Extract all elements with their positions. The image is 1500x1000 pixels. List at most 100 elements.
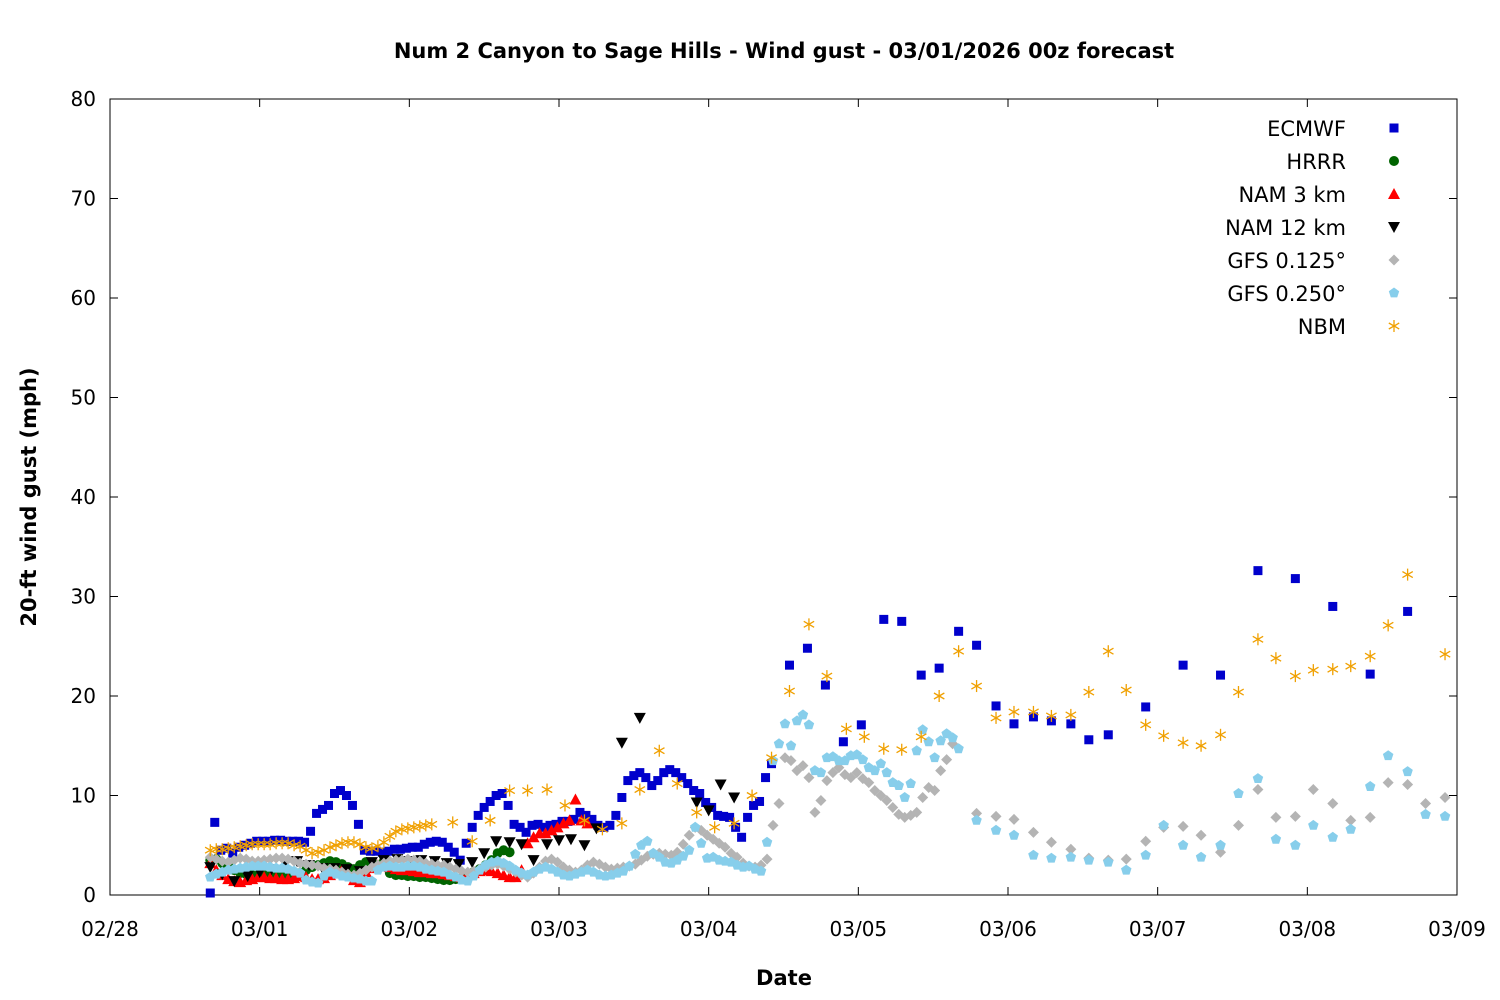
data-point bbox=[677, 773, 687, 783]
data-point bbox=[318, 804, 328, 814]
data-point bbox=[683, 779, 693, 789]
data-point bbox=[431, 836, 441, 846]
data-point bbox=[1140, 835, 1152, 847]
data-point bbox=[820, 680, 830, 690]
y-tick-label: 30 bbox=[71, 585, 96, 609]
data-point bbox=[1233, 788, 1244, 798]
data-point bbox=[1195, 739, 1207, 752]
data-point bbox=[737, 832, 747, 842]
data-point bbox=[1402, 766, 1413, 777]
data-point bbox=[701, 797, 711, 807]
data-point bbox=[521, 837, 534, 849]
data-point bbox=[916, 670, 926, 680]
data-point bbox=[1252, 773, 1264, 783]
data-point bbox=[504, 847, 515, 858]
data-point bbox=[1270, 811, 1282, 823]
data-point bbox=[665, 765, 675, 775]
x-tick-label: 03/09 bbox=[1428, 917, 1486, 941]
data-point bbox=[623, 776, 633, 786]
data-point bbox=[990, 824, 1002, 835]
data-point bbox=[624, 860, 635, 871]
data-point bbox=[1308, 819, 1319, 830]
data-point bbox=[755, 796, 765, 806]
data-point bbox=[504, 784, 516, 797]
data-point bbox=[671, 777, 683, 790]
data-point bbox=[590, 823, 603, 835]
data-point bbox=[581, 810, 591, 820]
legend-marker bbox=[1388, 188, 1400, 199]
data-point bbox=[1252, 784, 1264, 796]
data-point bbox=[971, 680, 983, 693]
data-point bbox=[677, 838, 689, 850]
data-point bbox=[205, 888, 215, 898]
data-point bbox=[527, 831, 540, 843]
legend-marker bbox=[1388, 320, 1400, 332]
data-point bbox=[616, 817, 628, 830]
y-tick-label: 40 bbox=[71, 485, 96, 509]
data-point bbox=[840, 722, 852, 735]
y-tick-label: 50 bbox=[71, 386, 96, 410]
data-point bbox=[863, 777, 875, 789]
data-point bbox=[821, 775, 833, 787]
x-tick-label: 02/28 bbox=[81, 917, 139, 941]
data-point bbox=[522, 784, 534, 797]
data-point bbox=[413, 842, 423, 852]
data-point bbox=[479, 802, 489, 812]
data-point bbox=[641, 773, 651, 783]
x-tick-label: 03/03 bbox=[530, 917, 588, 941]
legend-label: ECMWF bbox=[1267, 117, 1346, 141]
data-point bbox=[228, 848, 238, 858]
legend-label: GFS 0.250° bbox=[1227, 282, 1346, 306]
data-point bbox=[714, 779, 727, 791]
data-point bbox=[1027, 705, 1039, 718]
data-point bbox=[473, 810, 483, 820]
data-point bbox=[1382, 619, 1394, 632]
x-axis-label: Date bbox=[756, 966, 812, 990]
data-point bbox=[755, 865, 767, 876]
data-point bbox=[1307, 784, 1319, 796]
data-point bbox=[443, 842, 453, 852]
data-point bbox=[1045, 836, 1057, 848]
data-point bbox=[541, 839, 554, 851]
data-point bbox=[461, 838, 471, 848]
data-point bbox=[887, 801, 899, 813]
data-point bbox=[1365, 781, 1376, 791]
data-point bbox=[1103, 856, 1114, 867]
data-point bbox=[1177, 839, 1189, 850]
data-point bbox=[1252, 633, 1264, 646]
legend-label: HRRR bbox=[1286, 150, 1346, 174]
legend-label: NBM bbox=[1298, 315, 1346, 339]
data-point bbox=[312, 846, 324, 859]
data-point bbox=[497, 789, 507, 799]
data-point bbox=[294, 836, 304, 846]
data-point bbox=[1066, 719, 1076, 729]
data-point bbox=[324, 841, 336, 854]
data-point bbox=[1121, 864, 1132, 875]
data-point bbox=[478, 848, 491, 860]
data-point bbox=[713, 810, 723, 820]
data-point bbox=[1140, 718, 1152, 731]
series-5 bbox=[205, 709, 1451, 888]
data-point bbox=[300, 837, 310, 847]
data-point bbox=[491, 791, 501, 800]
data-point bbox=[893, 780, 904, 790]
legend-label: GFS 0.125° bbox=[1227, 249, 1346, 273]
y-tick-label: 0 bbox=[83, 883, 96, 907]
data-point bbox=[1364, 811, 1376, 823]
data-point bbox=[858, 730, 870, 743]
data-point bbox=[282, 837, 294, 850]
data-point bbox=[359, 845, 369, 855]
x-tick-label: 03/08 bbox=[1279, 917, 1337, 941]
data-point bbox=[407, 842, 417, 852]
data-point bbox=[1215, 839, 1226, 850]
data-point bbox=[684, 844, 695, 855]
data-point bbox=[689, 786, 699, 796]
data-point bbox=[1289, 810, 1301, 822]
data-point bbox=[533, 819, 543, 829]
data-point bbox=[466, 857, 479, 869]
data-point bbox=[709, 821, 721, 834]
y-tick-label: 10 bbox=[71, 784, 96, 808]
data-point bbox=[324, 800, 334, 810]
data-point bbox=[634, 783, 646, 796]
x-tick-label: 03/05 bbox=[830, 917, 888, 941]
